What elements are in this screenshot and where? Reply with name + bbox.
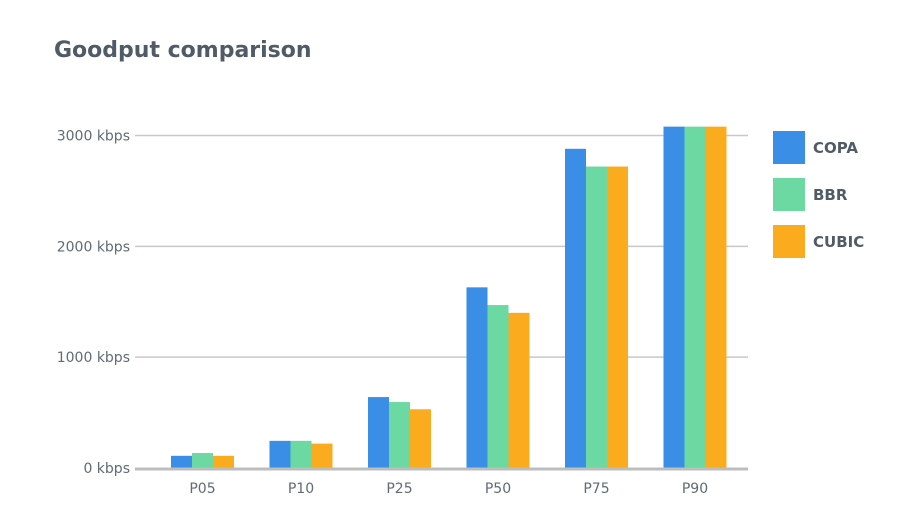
legend-label-cubic: CUBIC bbox=[813, 233, 864, 251]
x-tick-label: P90 bbox=[682, 481, 708, 497]
legend-label-copa: COPA bbox=[813, 139, 858, 157]
x-tick-label: P75 bbox=[583, 481, 609, 497]
bar-bbr-p90 bbox=[684, 126, 706, 468]
bar-bbr-p05 bbox=[192, 453, 213, 468]
bar-copa-p10 bbox=[269, 440, 291, 468]
x-tick-label: P50 bbox=[485, 481, 511, 497]
bar-bbr-p75 bbox=[586, 166, 607, 469]
bar-copa-p90 bbox=[663, 126, 685, 468]
x-tick-label: P05 bbox=[189, 481, 215, 497]
x-tick-label: P25 bbox=[386, 481, 412, 497]
bar-bbr-p50 bbox=[487, 305, 509, 468]
bar-cubic-p10 bbox=[311, 443, 333, 468]
bar-copa-p50 bbox=[466, 287, 488, 468]
bar-bbr-p10 bbox=[290, 440, 312, 468]
bar-copa-p25 bbox=[368, 397, 389, 468]
x-tick-label: P10 bbox=[288, 481, 314, 497]
bar-cubic-p75 bbox=[607, 166, 628, 469]
bar-cubic-p90 bbox=[705, 126, 727, 468]
legend-swatch-bbr bbox=[773, 178, 805, 211]
y-tick-label: 2000 kbps bbox=[57, 239, 130, 255]
bar-cubic-p25 bbox=[410, 409, 431, 468]
y-tick-label: 0 kbps bbox=[83, 461, 130, 477]
bar-cubic-p50 bbox=[508, 312, 530, 468]
legend-swatch-copa bbox=[773, 131, 805, 164]
y-tick-label: 3000 kbps bbox=[57, 129, 130, 145]
legend-label-bbr: BBR bbox=[813, 186, 848, 204]
bar-bbr-p25 bbox=[389, 402, 410, 468]
y-tick-label: 1000 kbps bbox=[57, 350, 130, 366]
chart-title: Goodput comparison bbox=[54, 38, 312, 63]
legend-swatch-cubic bbox=[773, 225, 805, 258]
bar-copa-p05 bbox=[171, 455, 192, 468]
bar-cubic-p05 bbox=[213, 455, 234, 468]
bar-copa-p75 bbox=[565, 148, 586, 469]
